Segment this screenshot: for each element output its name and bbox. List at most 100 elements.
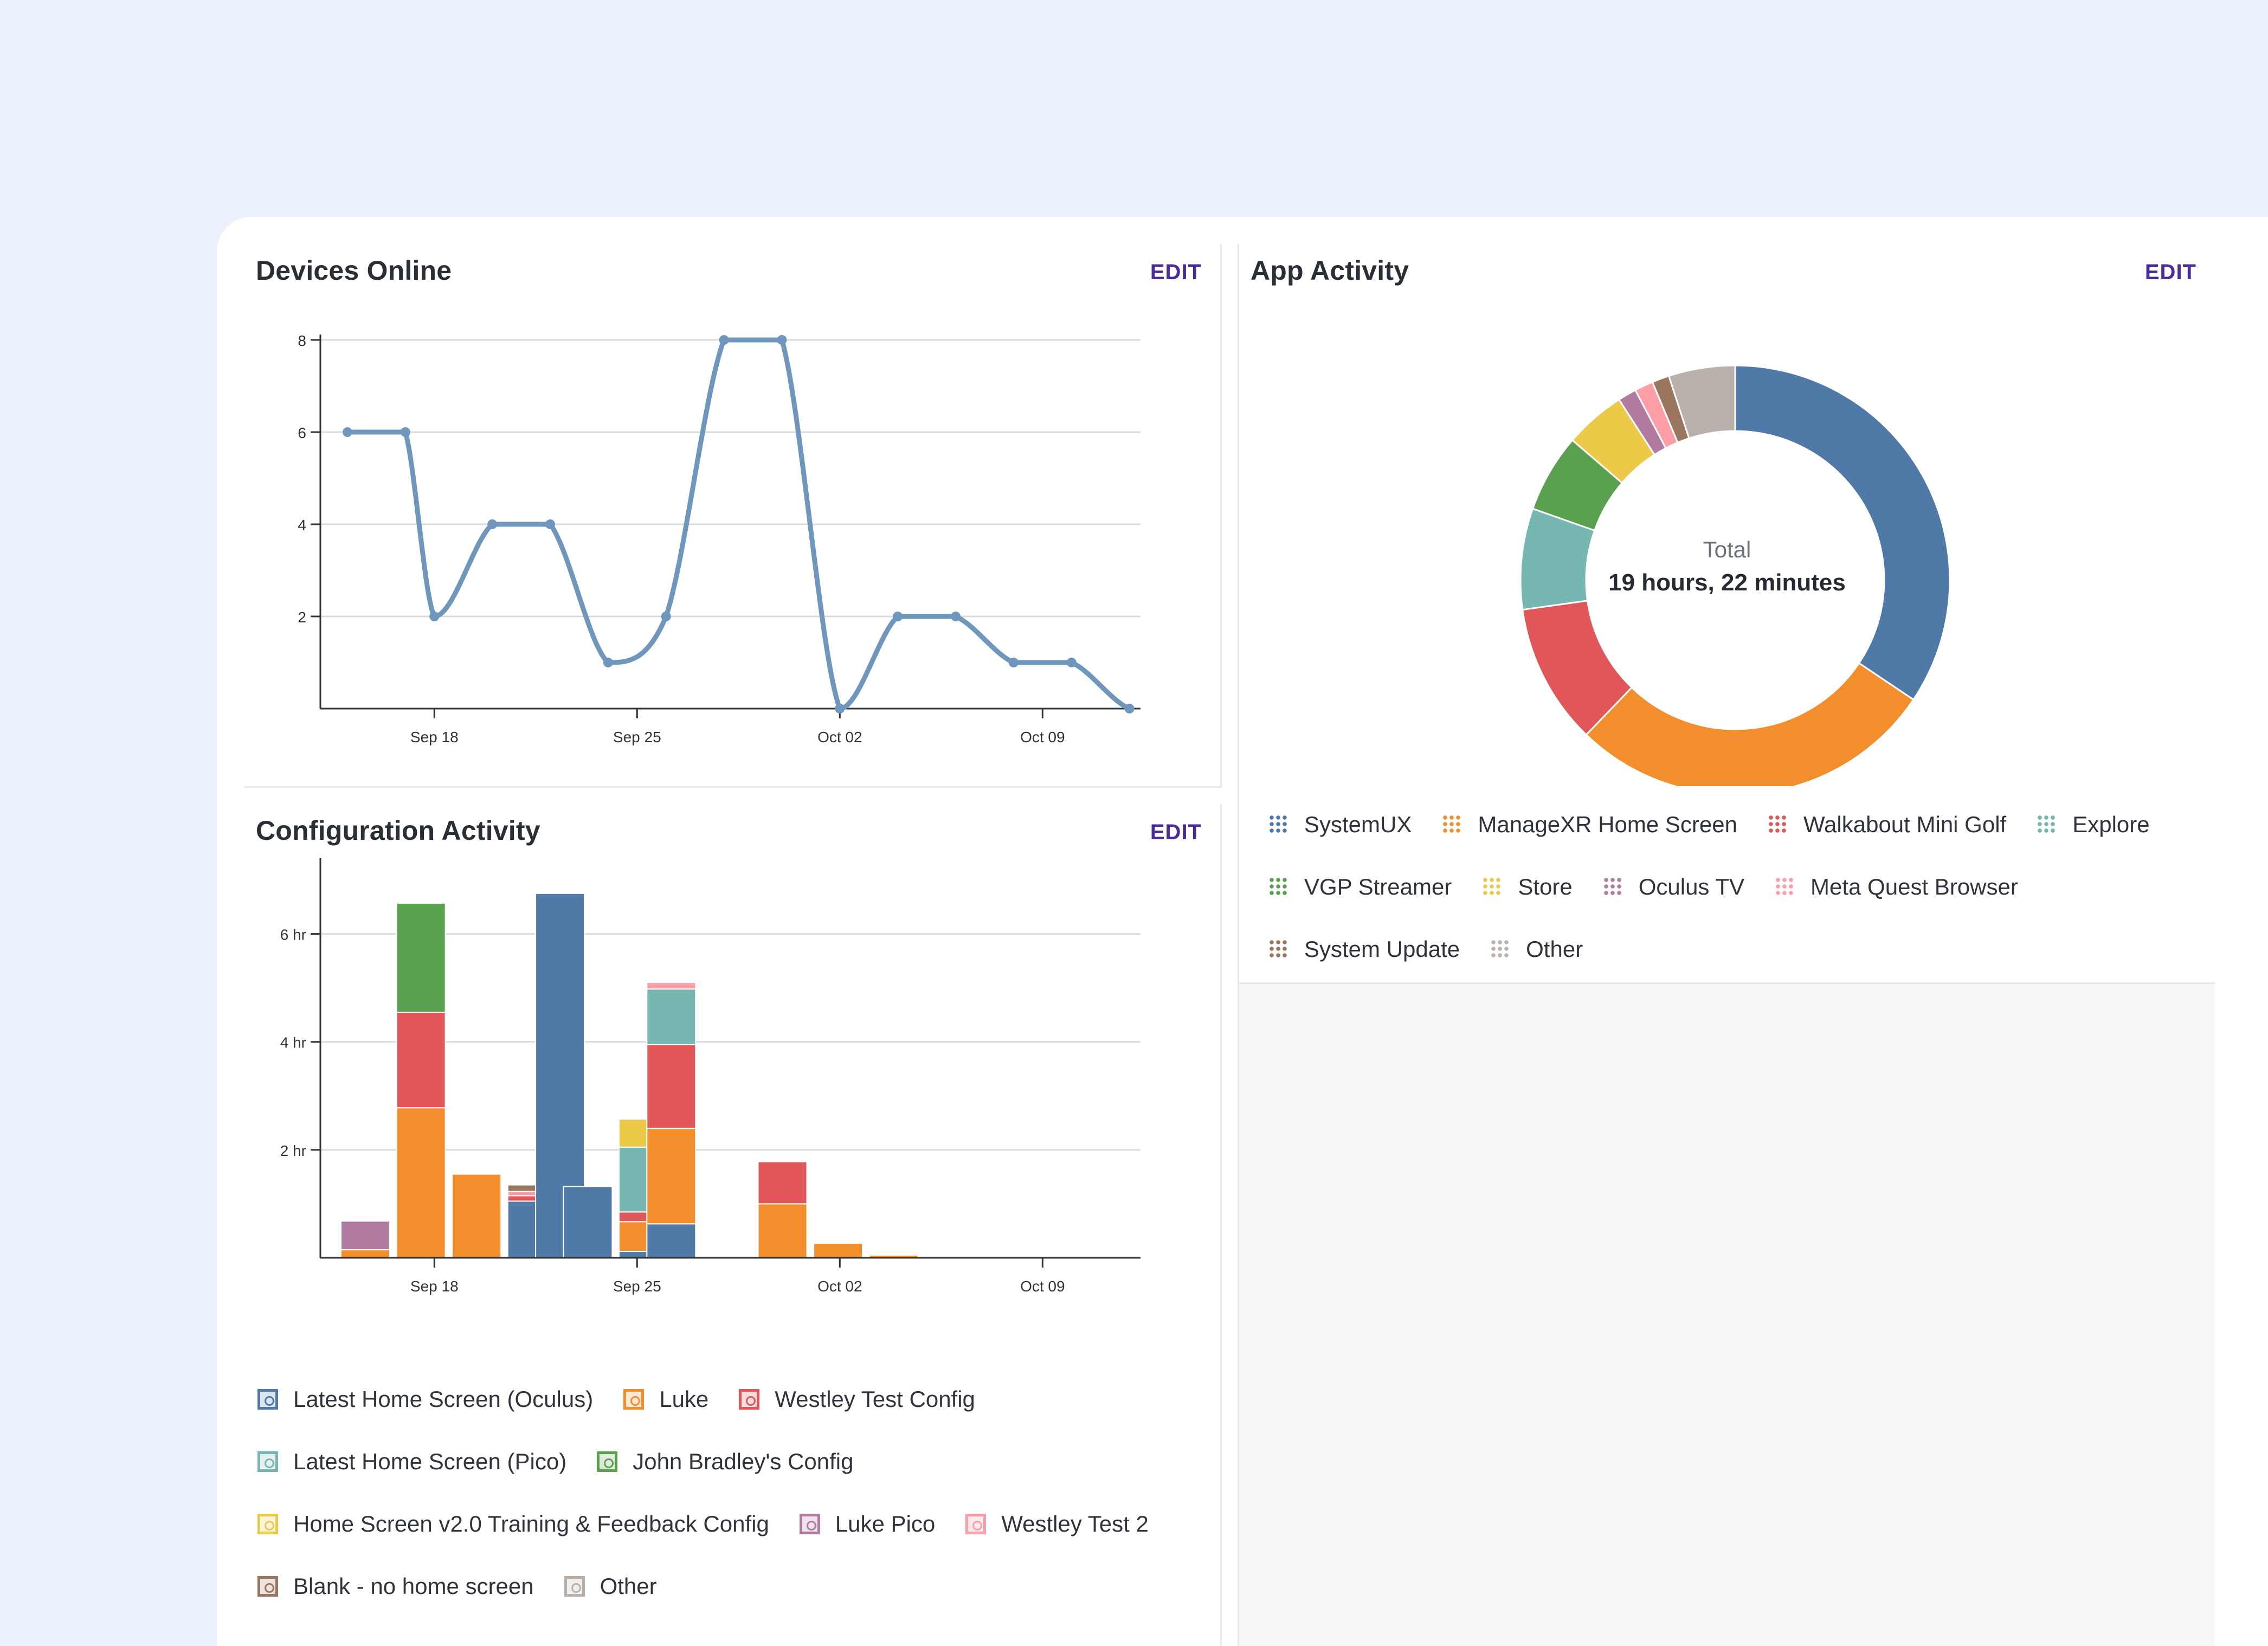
devices-data-point: [1124, 704, 1135, 713]
config-icon: [799, 1513, 820, 1534]
config-legend-item-home-screen-v2-0-training-feedback-config[interactable]: Home Screen v2.0 Training & Feedback Con…: [257, 1493, 769, 1555]
x-tick-label: Oct 09: [1020, 1278, 1065, 1295]
legend-label: Latest Home Screen (Oculus): [293, 1386, 594, 1412]
bar-segment-john-bradley-s-config: [396, 902, 446, 1013]
config-icon: [257, 1576, 278, 1597]
app-activity-donut-chart: [1519, 364, 1951, 786]
app-activity-legend: SystemUX ManageXR Home Screen Walkabout Mi…: [1268, 793, 2222, 980]
x-tick-label: Sep 25: [613, 1278, 661, 1295]
bar-segment-luke: [757, 1203, 808, 1259]
app-activity-edit-button[interactable]: EDIT: [2144, 260, 2196, 284]
app-grid-icon: [1268, 876, 1289, 897]
devices-data-point: [951, 612, 961, 621]
app-legend-item-vgp-streamer[interactable]: VGP Streamer: [1268, 856, 1452, 918]
config-icon: [564, 1576, 585, 1597]
legend-label: Westley Test 2: [1001, 1510, 1149, 1536]
donut-total-label: Total: [1703, 537, 1751, 562]
app-grid-icon: [1442, 814, 1463, 835]
x-tick-label: Oct 09: [1020, 729, 1065, 745]
devices-data-point: [1008, 658, 1019, 667]
app-legend-item-meta-quest-browser[interactable]: Meta Quest Browser: [1775, 856, 2018, 918]
legend-label: Oculus TV: [1638, 873, 1745, 899]
config-legend-item-blank-no-home-screen[interactable]: Blank - no home screen: [257, 1555, 534, 1617]
donut-total-value: 19 hours, 22 minutes: [1608, 569, 1846, 596]
y-tick-label: 2 hr: [280, 1142, 306, 1159]
app-legend-item-store[interactable]: Store: [1482, 856, 1573, 918]
legend-label: Westley Test Config: [775, 1386, 975, 1412]
config-icon: [597, 1451, 618, 1472]
app-legend-item-walkabout-mini-golf[interactable]: Walkabout Mini Golf: [1767, 793, 2006, 856]
app-grid-icon: [1775, 876, 1796, 897]
legend-label: John Bradley's Config: [633, 1448, 854, 1474]
app-grid-icon: [1482, 876, 1503, 897]
bar-segment-latest-home-screen-oculus: [563, 1186, 613, 1259]
config-icon: [623, 1388, 645, 1410]
bar-segment-luke: [646, 1128, 697, 1225]
y-tick-label: 2: [298, 609, 306, 626]
config-legend-item-luke[interactable]: Luke: [623, 1368, 708, 1430]
legend-label: Other: [1526, 936, 1583, 962]
config-legend-item-latest-home-screen-pico[interactable]: Latest Home Screen (Pico): [257, 1430, 566, 1493]
app-legend-item-systemux[interactable]: SystemUX: [1268, 793, 1412, 856]
y-tick-label: 4 hr: [280, 1034, 306, 1051]
app-grid-icon: [1268, 938, 1289, 960]
config-icon: [257, 1451, 278, 1472]
config-legend-item-latest-home-screen-oculus[interactable]: Latest Home Screen (Oculus): [257, 1368, 593, 1430]
devices-data-point: [661, 612, 671, 621]
devices-data-point: [893, 612, 903, 621]
legend-label: Luke Pico: [835, 1510, 936, 1536]
devices-data-point: [343, 427, 352, 437]
app-grid-icon: [1268, 814, 1289, 835]
bar-segment-westley-test-config: [396, 1011, 446, 1109]
devices-online-chart: 2 4 6 8 Sep 18 Sep 25 Oct 02 Oct 09: [298, 332, 1141, 745]
bar-segment-luke-pico: [340, 1220, 390, 1251]
bar-segment-westley-test-config: [757, 1161, 808, 1205]
y-tick-label: 8: [298, 332, 306, 349]
x-tick-label: Oct 02: [817, 729, 862, 745]
x-tick-label: Oct 02: [817, 1278, 862, 1295]
config-icon: [739, 1388, 760, 1410]
config-icon: [257, 1513, 278, 1534]
app-legend-item-system-update[interactable]: System Update: [1268, 918, 1460, 980]
app-activity-widget: App Activity EDIT Total 19 hours, 22 min…: [1238, 244, 2215, 984]
devices-online-edit-button[interactable]: EDIT: [1150, 260, 1202, 284]
bar-segment-latest-home-screen-pico: [646, 988, 697, 1045]
devices-online-widget: Devices Online EDIT 2 4 6 8 Sep 18 Sep 25 Oct …: [244, 244, 1222, 788]
app-legend-item-managexr-home-screen[interactable]: ManageXR Home Screen: [1442, 793, 1737, 856]
legend-label: Latest Home Screen (Pico): [293, 1448, 567, 1474]
config-legend-item-john-bradley-s-config[interactable]: John Bradley's Config: [597, 1430, 853, 1493]
devices-data-point: [545, 519, 556, 529]
legend-label: ManageXR Home Screen: [1478, 811, 1737, 837]
devices-data-point: [1066, 658, 1077, 667]
devices-data-point: [777, 335, 787, 345]
config-legend-item-other[interactable]: Other: [564, 1555, 657, 1617]
x-tick-label: Sep 25: [613, 729, 661, 745]
devices-data-point: [429, 612, 440, 621]
config-legend-item-westley-test-2[interactable]: Westley Test 2: [965, 1493, 1149, 1555]
bar-segment-luke: [452, 1173, 502, 1259]
x-tick-label: Sep 18: [410, 1278, 459, 1295]
app-grid-icon: [1602, 876, 1623, 897]
legend-label: Meta Quest Browser: [1810, 873, 2018, 899]
bar-segment-latest-home-screen-oculus: [646, 1223, 697, 1259]
devices-data-point: [719, 335, 729, 345]
legend-label: Luke: [659, 1386, 709, 1412]
legend-label: Home Screen v2.0 Training & Feedback Con…: [293, 1510, 769, 1536]
configuration-activity-edit-button[interactable]: EDIT: [1150, 820, 1202, 844]
devices-online-title: Devices Online: [256, 255, 452, 286]
legend-label: SystemUX: [1304, 811, 1412, 837]
app-legend-item-oculus-tv[interactable]: Oculus TV: [1602, 856, 1745, 918]
bar-segment-luke: [813, 1243, 864, 1259]
y-tick-label: 6 hr: [280, 927, 306, 943]
app-legend-item-explore[interactable]: Explore: [2037, 793, 2150, 856]
config-legend-item-luke-pico[interactable]: Luke Pico: [799, 1493, 936, 1555]
y-tick-label: 4: [298, 517, 306, 533]
donut-slice-other: [1667, 364, 1736, 440]
config-legend-item-westley-test-config[interactable]: Westley Test Config: [739, 1368, 975, 1430]
configuration-activity-legend: Latest Home Screen (Oculus) Luke Westley T…: [257, 1368, 1212, 1617]
bar-segment-westley-test-2: [646, 982, 697, 990]
empty-dashboard-area: [1238, 984, 2215, 1646]
app-legend-item-other[interactable]: Other: [1490, 918, 1583, 980]
bar-segment-luke: [340, 1249, 390, 1258]
legend-label: Store: [1518, 873, 1573, 899]
